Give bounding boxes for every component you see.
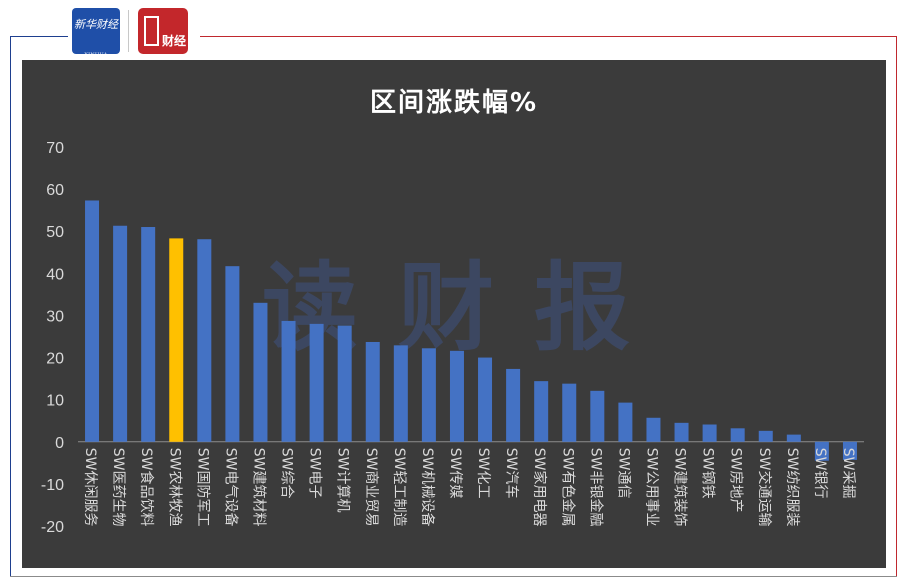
y-tick-label: 10 [46, 393, 64, 410]
bar-20 [646, 417, 661, 442]
y-tick-label: 50 [46, 224, 64, 241]
x-category-label: SW建筑材料 [250, 448, 266, 527]
x-category-label: SW钢铁 [700, 448, 716, 499]
bar-5 [225, 266, 240, 442]
frame-top-left [10, 36, 68, 37]
x-category-label: SW通信 [615, 448, 631, 499]
x-category-label: SW纺织服装 [784, 448, 800, 527]
logo-separator [128, 10, 129, 52]
y-tick-label: 60 [46, 182, 64, 199]
bar-6 [253, 302, 268, 442]
x-category-label: SW公用事业 [643, 448, 659, 527]
bar-chart-svg: 70 60 50 40 30 20 10 0 -10 -20 SW休闲服务 SW医药生物 SW食品饮料 S… [41, 140, 864, 536]
bar-7 [281, 320, 296, 442]
x-category-label: SW交通运输 [756, 448, 773, 527]
bar-19 [618, 402, 633, 442]
bar-14 [478, 357, 493, 442]
x-category-label: SW商业贸易 [363, 448, 379, 527]
media-logo: 财经 [138, 8, 188, 54]
x-category-label: SW休闲服务 [82, 448, 98, 527]
chart-area: 读财报 区间涨跌幅% 70 60 50 40 30 20 10 0 -10 -20 SW休闲服务 SW… [22, 60, 886, 568]
bar-8 [309, 323, 324, 442]
y-tick-label: 20 [46, 351, 64, 368]
x-category-label: SW食品饮料 [138, 448, 155, 527]
bar-1 [113, 225, 128, 442]
bar-3 [169, 238, 184, 442]
x-category-label: SW汽车 [503, 448, 520, 499]
frame-bottom [10, 576, 897, 577]
bar-21 [674, 422, 689, 442]
x-category-label: SW房地产 [728, 448, 744, 513]
x-category-label: SW综合 [279, 448, 295, 499]
y-tick-label: 70 [46, 140, 64, 157]
bar-17 [562, 383, 577, 442]
x-category-label: SW有色金属 [559, 448, 576, 527]
x-category-label: SW家用电器 [531, 448, 548, 527]
logo-right-text: 财经 [162, 34, 187, 48]
bar-23 [730, 428, 745, 442]
bar-2 [141, 227, 156, 442]
bar-27 [842, 441, 857, 460]
x-category-label: SW医药生物 [110, 448, 126, 527]
bar-16 [534, 381, 549, 442]
x-category-label: SW化工 [475, 448, 491, 499]
bar-10 [365, 341, 380, 442]
x-category-label: SW建筑装饰 [672, 448, 688, 527]
x-category-label: SW银行 [812, 448, 828, 499]
y-tick-label: -10 [41, 477, 64, 494]
x-category-label: SW计算机 [335, 448, 351, 513]
x-category-label: SW轻工制造 [391, 448, 407, 527]
x-category-label: SW传媒 [447, 448, 463, 499]
bar-4 [197, 239, 212, 442]
bar-0 [85, 200, 100, 442]
bar-11 [393, 345, 408, 442]
bar-12 [421, 348, 436, 442]
y-tick-label: 0 [55, 435, 64, 452]
frame-top-right [200, 36, 897, 37]
bar-9 [337, 325, 352, 442]
bar-24 [758, 430, 773, 442]
x-category-label: SW采掘 [840, 448, 856, 499]
x-category-label: SW农林牧渔 [166, 448, 182, 527]
bar-25 [786, 434, 801, 442]
xinhua-finance-logo: 新华财经 XINHUA FINANCE [72, 8, 120, 64]
bar-13 [449, 350, 464, 442]
bar-18 [590, 390, 605, 442]
bar-15 [506, 368, 521, 442]
frame-right [896, 36, 897, 576]
x-category-label: SW国防军工 [194, 448, 210, 527]
x-category-label: SW非银金融 [587, 448, 603, 527]
bar-26 [814, 441, 829, 461]
logo-box-icon [144, 16, 159, 46]
y-tick-label: 30 [46, 308, 64, 325]
chart-title: 区间涨跌幅% [369, 88, 539, 118]
x-category-label: SW机械设备 [419, 448, 436, 527]
frame-left [10, 36, 11, 576]
logo-left-text: 新华财经 [74, 18, 118, 31]
y-tick-label: 40 [46, 266, 64, 283]
y-tick-label: -20 [41, 519, 64, 536]
x-category-label: SW电气设备 [222, 448, 239, 527]
x-category-label: SW电子 [307, 448, 323, 499]
bar-22 [702, 424, 717, 442]
